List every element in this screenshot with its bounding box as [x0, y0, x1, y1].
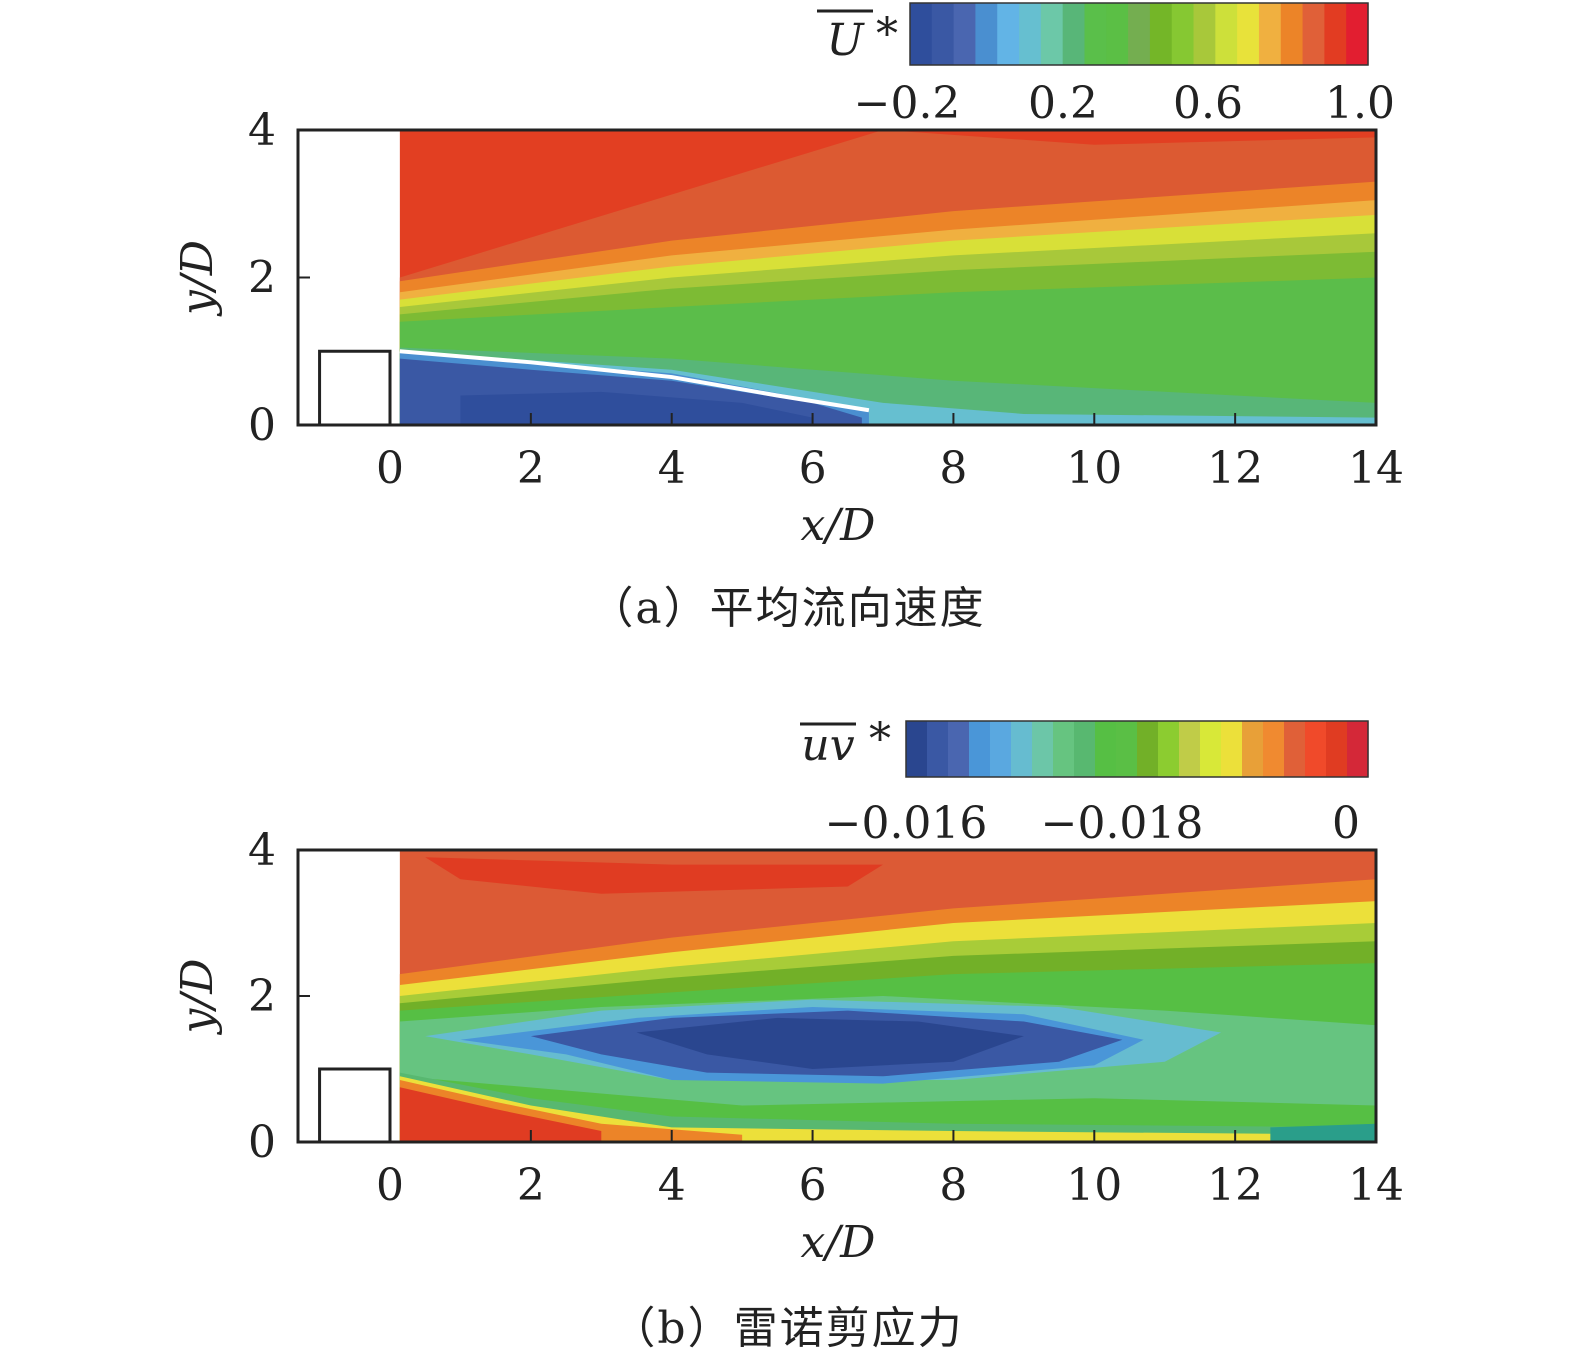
x-tick-label: 8	[939, 443, 967, 494]
colorbar-segment	[1053, 721, 1075, 777]
colorbar-segment	[997, 3, 1020, 65]
x-tick-label: 6	[799, 443, 827, 494]
contour-band	[399, 1076, 1376, 1142]
colorbar-segment	[1171, 3, 1195, 65]
caption-a: （a）平均流向速度	[589, 583, 986, 634]
colorbar-tick-label: −0.2	[854, 78, 961, 129]
colorbar-segment	[1221, 721, 1243, 777]
square-cylinder	[318, 1067, 392, 1144]
colorbar-segment	[975, 3, 998, 65]
x-tick-label: 10	[1066, 1160, 1122, 1211]
colorbar-segment	[927, 721, 949, 777]
colorbar-segment	[948, 721, 970, 777]
colorbar-segment	[969, 721, 991, 777]
colorbar-segment	[1116, 721, 1138, 777]
colorbar-segment	[1346, 3, 1369, 65]
colorbar-segment	[1128, 3, 1151, 65]
colorbar-segment	[1137, 721, 1159, 777]
x-tick-label: 2	[517, 443, 545, 494]
contour-band	[399, 1087, 602, 1142]
x-tick-label: 12	[1207, 443, 1263, 494]
x-tick-label: 4	[658, 443, 686, 494]
caption-b: （b）雷诺剪应力	[611, 1303, 964, 1354]
colorbar-segment	[1106, 3, 1129, 65]
x-tick-label: 0	[376, 1160, 404, 1211]
colorbar-segment	[1032, 721, 1054, 777]
colorbar-segment	[1095, 721, 1117, 777]
colorbar-tick-label: −0.018	[1041, 798, 1204, 849]
plot-b	[296, 720, 1378, 1144]
x-tick-label: 8	[939, 1160, 967, 1211]
contour-band	[1270, 1123, 1376, 1142]
colorbar-label-star: *	[876, 9, 898, 60]
colorbar-label: uv	[801, 720, 854, 771]
colorbar-segment	[1149, 3, 1173, 65]
colorbar-tick-label: 0.2	[1028, 78, 1098, 129]
colorbar-segment	[953, 3, 977, 65]
y-axis-label: y/D	[172, 959, 223, 1036]
x-tick-label: 4	[658, 1160, 686, 1211]
x-tick-label: 12	[1207, 1160, 1263, 1211]
colorbar-segment	[1263, 721, 1285, 777]
colorbar-segment	[1019, 3, 1042, 65]
contour-band	[460, 391, 813, 425]
colorbar-segment	[990, 721, 1012, 777]
colorbar-segment	[1179, 721, 1201, 777]
y-tick-label: 0	[248, 400, 276, 451]
colorbar-tick-label: −0.016	[825, 798, 988, 849]
colorbar-segment	[1200, 721, 1222, 777]
colorbar-frame	[909, 2, 1369, 66]
colorbar-segment	[1302, 3, 1325, 65]
colorbar-label: U	[826, 15, 865, 66]
colorbar-segment	[910, 3, 933, 65]
colorbar-tick-label: 1.0	[1325, 78, 1395, 129]
square-cylinder	[318, 349, 392, 427]
colorbar-segment	[1305, 721, 1327, 777]
y-tick-label: 0	[248, 1117, 276, 1168]
y-axis-label: y/D	[172, 240, 223, 317]
x-tick-label: 14	[1348, 1160, 1404, 1211]
colorbar-frame	[905, 720, 1369, 778]
colorbar-segment	[1193, 3, 1216, 65]
colorbar-segment	[1011, 721, 1033, 777]
x-tick-label: 14	[1348, 443, 1404, 494]
x-tick-label: 2	[517, 1160, 545, 1211]
y-tick-label: 2	[248, 971, 276, 1022]
colorbar-segment	[1280, 3, 1304, 65]
y-tick-label: 4	[248, 825, 276, 876]
colorbar-segment	[931, 3, 955, 65]
y-tick-label: 2	[248, 253, 276, 304]
contour-band	[636, 1017, 1024, 1069]
y-tick-label: 4	[248, 105, 276, 156]
zero-velocity-line	[399, 349, 870, 413]
colorbar-segment	[1074, 721, 1096, 777]
colorbar-segment	[1158, 721, 1180, 777]
x-tick-label: 6	[799, 1160, 827, 1211]
x-axis-label: x/D	[801, 1217, 876, 1268]
colorbar-segment	[1284, 721, 1306, 777]
colorbar-segment	[1062, 3, 1086, 65]
colorbar-tick-label: 0	[1332, 798, 1360, 849]
colorbar-tick-label: 0.6	[1173, 78, 1243, 129]
colorbar-segment	[1237, 3, 1260, 65]
x-tick-label: 0	[376, 443, 404, 494]
plot-a	[296, 2, 1378, 427]
colorbar-segment	[1040, 3, 1064, 65]
colorbar-segment	[1326, 721, 1348, 777]
colorbar-segment	[1084, 3, 1107, 65]
colorbar-label-star: *	[869, 714, 891, 765]
colorbar-segment	[906, 721, 928, 777]
colorbar-segment	[1258, 3, 1282, 65]
colorbar-segment	[1215, 3, 1238, 65]
x-axis-label: x/D	[801, 500, 876, 551]
colorbar-segment	[1347, 721, 1369, 777]
x-tick-label: 10	[1066, 443, 1122, 494]
contour-band	[425, 857, 883, 894]
colorbar-segment	[1242, 721, 1264, 777]
colorbar-segment	[1324, 3, 1347, 65]
